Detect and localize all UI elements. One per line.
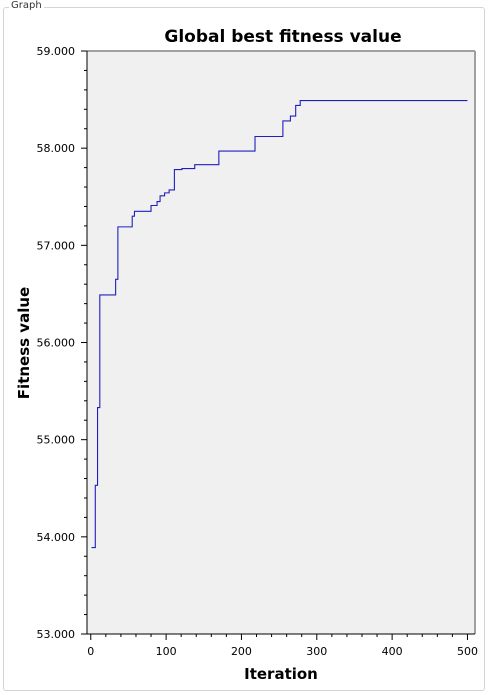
y-tick-label: 57.000 bbox=[37, 239, 76, 252]
plot-area bbox=[87, 51, 475, 634]
y-tick-label: 58.000 bbox=[37, 142, 76, 155]
x-tick-label: 200 bbox=[231, 645, 252, 658]
y-axis-label: Fitness value bbox=[15, 287, 33, 399]
x-tick-label: 0 bbox=[87, 645, 94, 658]
fitness-series-line bbox=[91, 100, 468, 549]
y-ticks: 53.000 54.000 55.000 56.000 57.000 58.000 59.0… bbox=[37, 45, 87, 641]
y-tick-label: 56.000 bbox=[37, 337, 76, 350]
y-tick-label: 54.000 bbox=[37, 531, 76, 544]
x-tick-label: 300 bbox=[306, 645, 327, 658]
x-axis-label: Iteration bbox=[244, 665, 318, 683]
x-tick-label: 400 bbox=[382, 645, 403, 658]
x-tick-label: 500 bbox=[457, 645, 478, 658]
chart-title: Global best fitness value bbox=[164, 27, 401, 47]
y-tick-label: 55.000 bbox=[37, 434, 76, 447]
graph-group-box bbox=[3, 7, 485, 691]
x-tick-label: 100 bbox=[156, 645, 177, 658]
y-tick-label: 59.000 bbox=[37, 45, 76, 58]
graph-group-label: Graph bbox=[9, 0, 44, 12]
y-tick-label: 53.000 bbox=[37, 628, 76, 641]
x-ticks: 0 100 200 300 400 500 bbox=[87, 634, 478, 658]
